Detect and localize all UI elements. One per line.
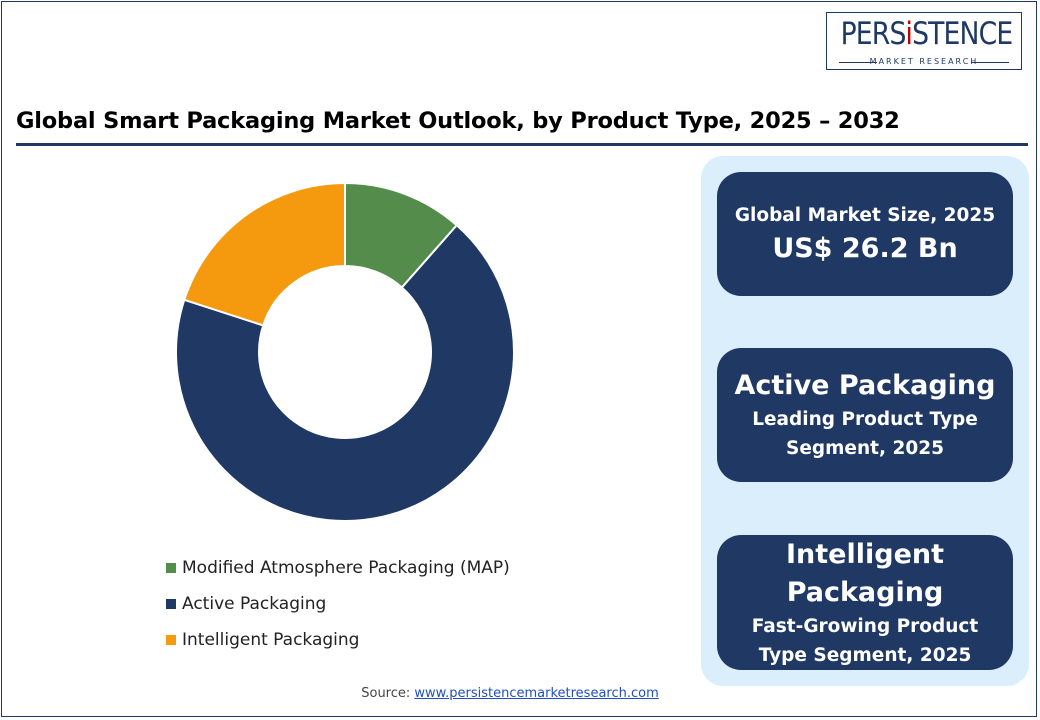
fast-growing-card: Intelligent Packaging Fast-Growing Produ… bbox=[717, 535, 1013, 670]
source-label: Source: bbox=[361, 686, 415, 701]
legend-item-active: Active Packaging bbox=[166, 586, 510, 622]
legend-swatch-intelligent bbox=[166, 635, 176, 645]
source-link[interactable]: www.persistencemarketresearch.com bbox=[414, 686, 659, 701]
donut-chart bbox=[175, 181, 515, 522]
legend-swatch-active bbox=[166, 599, 176, 609]
fast-growing-caption-2: Type Segment, 2025 bbox=[758, 644, 972, 666]
persistence-logo: PERSiSTENCE MARKET RESEARCH bbox=[826, 12, 1022, 70]
legend-label-intelligent: Intelligent Packaging bbox=[182, 630, 360, 650]
chart-legend: Modified Atmosphere Packaging (MAP) Acti… bbox=[166, 550, 510, 658]
chart-title: Global Smart Packaging Market Outlook, b… bbox=[16, 108, 900, 134]
logo-subtitle: MARKET RESEARCH bbox=[869, 57, 979, 66]
legend-swatch-map bbox=[166, 563, 176, 573]
market-size-value: US$ 26.2 Bn bbox=[772, 232, 958, 264]
market-size-label: Global Market Size, 2025 bbox=[734, 204, 996, 226]
fast-growing-name-1: Intelligent bbox=[785, 538, 945, 570]
leading-segment-card: Active Packaging Leading Product Type Se… bbox=[717, 348, 1013, 482]
source-note: Source: www.persistencemarketresearch.co… bbox=[0, 686, 1020, 701]
logo-wordmark: PERSiSTENCE bbox=[840, 16, 1014, 52]
leading-segment-caption-1: Leading Product Type bbox=[752, 409, 978, 430]
fast-growing-caption-1: Fast-Growing Product bbox=[751, 615, 979, 637]
legend-item-intelligent: Intelligent Packaging bbox=[166, 622, 510, 658]
slice-active bbox=[175, 223, 515, 522]
legend-label-map: Modified Atmosphere Packaging (MAP) bbox=[182, 558, 510, 578]
legend-label-active: Active Packaging bbox=[182, 594, 327, 614]
logo-rule-left bbox=[839, 62, 877, 63]
slice-intelligent bbox=[183, 181, 346, 327]
leading-segment-name: Active Packaging bbox=[734, 370, 996, 401]
logo-rule-right bbox=[971, 62, 1009, 63]
leading-segment-caption-2: Segment, 2025 bbox=[786, 438, 944, 459]
market-size-card: Global Market Size, 2025 US$ 26.2 Bn bbox=[717, 172, 1013, 296]
title-underline bbox=[16, 143, 1028, 146]
fast-growing-name-2: Packaging bbox=[786, 576, 944, 608]
legend-item-map: Modified Atmosphere Packaging (MAP) bbox=[166, 550, 510, 586]
